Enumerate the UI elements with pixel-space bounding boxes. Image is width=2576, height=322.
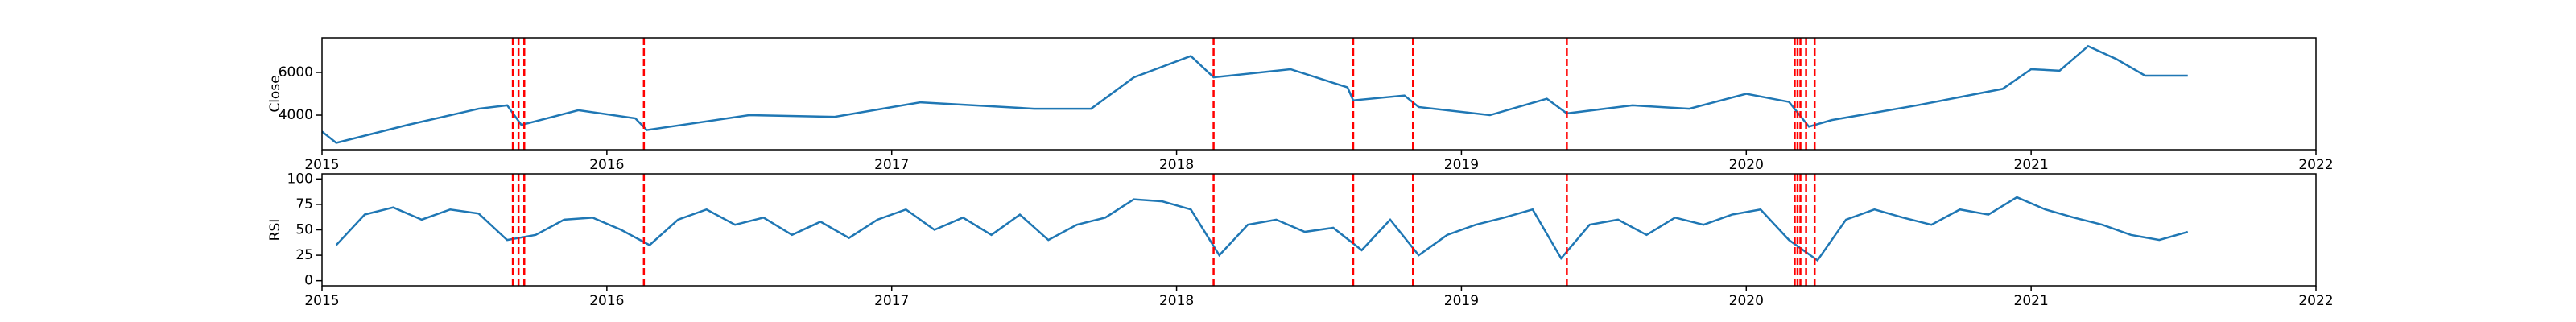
y-tick-label: 4000 (279, 107, 313, 123)
axes-frame (321, 37, 2317, 151)
x-tick-label: 2020 (1729, 157, 1764, 173)
x-tick-label: 2021 (2014, 157, 2049, 173)
y-tick-label: 75 (295, 196, 313, 213)
x-tick-label: 2018 (1159, 293, 1194, 309)
plot-area (322, 38, 2316, 150)
x-tick-label: 2019 (1444, 293, 1479, 309)
x-tick-label: 2019 (1444, 157, 1479, 173)
x-tick-label: 2017 (874, 157, 909, 173)
x-tick-label: 2022 (2298, 293, 2333, 309)
y-tick-label: 25 (295, 247, 313, 263)
x-tick-label: 2015 (304, 157, 339, 173)
x-tick-label: 2022 (2298, 157, 2333, 173)
x-tick-label: 2021 (2014, 293, 2049, 309)
x-tick-label: 2017 (874, 293, 909, 309)
y-tick-label: 50 (295, 222, 313, 238)
data-line (321, 44, 2188, 144)
y-tick-label: 100 (287, 171, 313, 187)
y-tick-label: 6000 (279, 64, 313, 80)
x-tick-label: 2015 (304, 293, 339, 309)
x-tick-label: 2020 (1729, 293, 1764, 309)
y-axis-label: RSI (267, 219, 283, 242)
y-tick-label: 0 (304, 273, 313, 289)
y-axis-label: Close (267, 75, 283, 112)
x-tick-label: 2016 (589, 293, 624, 309)
x-tick-label: 2016 (589, 157, 624, 173)
x-tick-label: 2018 (1159, 157, 1194, 173)
